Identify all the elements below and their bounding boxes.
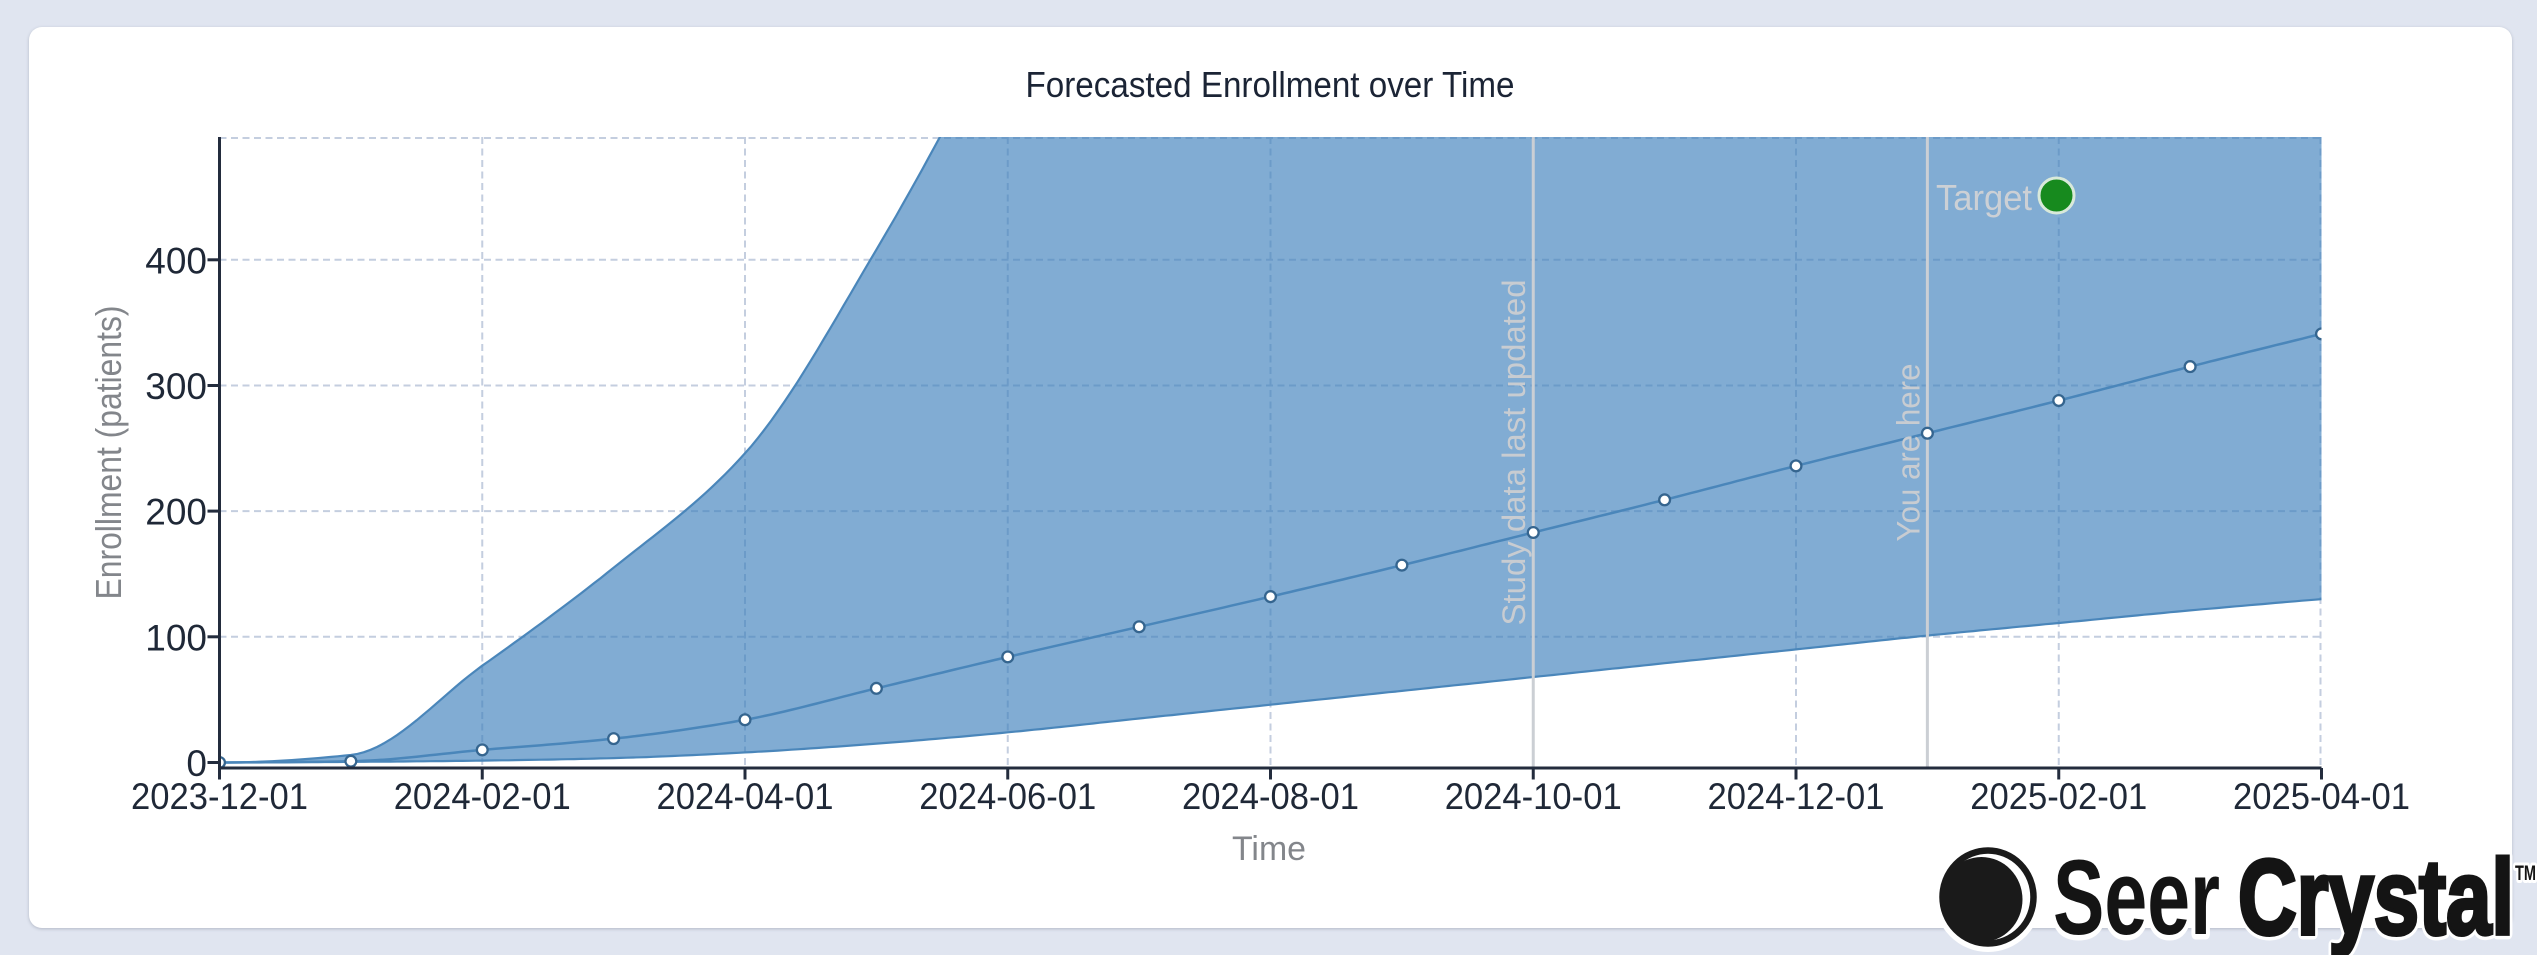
svg-text:400: 400	[145, 240, 207, 281]
svg-text:Seer: Seer	[2053, 837, 2220, 955]
svg-text:2024-08-01: 2024-08-01	[1182, 776, 1359, 817]
svg-text:You are here: You are here	[1890, 364, 1926, 542]
svg-text:Seer: Seer	[2053, 837, 2220, 955]
svg-text:Forecasted Enrollment over Tim: Forecasted Enrollment over Time	[1026, 64, 1515, 105]
svg-text:300: 300	[145, 366, 207, 407]
svg-text:2023-12-01: 2023-12-01	[131, 776, 308, 817]
svg-text:2024-06-01: 2024-06-01	[919, 776, 1096, 817]
svg-text:2024-10-01: 2024-10-01	[1445, 776, 1622, 817]
svg-text:Study data last updated: Study data last updated	[1496, 280, 1532, 626]
svg-text:2025-02-01: 2025-02-01	[1970, 776, 2147, 817]
svg-text:2024-04-01: 2024-04-01	[657, 776, 834, 817]
svg-text:2025-04-01: 2025-04-01	[2233, 776, 2410, 817]
svg-text:2024-02-01: 2024-02-01	[394, 776, 571, 817]
svg-text:Crystal: Crystal	[2238, 837, 2514, 955]
svg-text:Crystal: Crystal	[2238, 837, 2514, 955]
svg-text:Target: Target	[1936, 177, 2032, 218]
svg-text:2024-12-01: 2024-12-01	[1708, 776, 1885, 817]
svg-text:Time: Time	[1232, 830, 1306, 868]
svg-text:100: 100	[145, 617, 207, 658]
svg-text:TM: TM	[2515, 862, 2536, 885]
svg-text:Enrollment (patients): Enrollment (patients)	[88, 306, 129, 600]
svg-text:TM: TM	[2515, 862, 2536, 885]
svg-text:0: 0	[186, 743, 207, 784]
svg-text:200: 200	[145, 492, 207, 533]
